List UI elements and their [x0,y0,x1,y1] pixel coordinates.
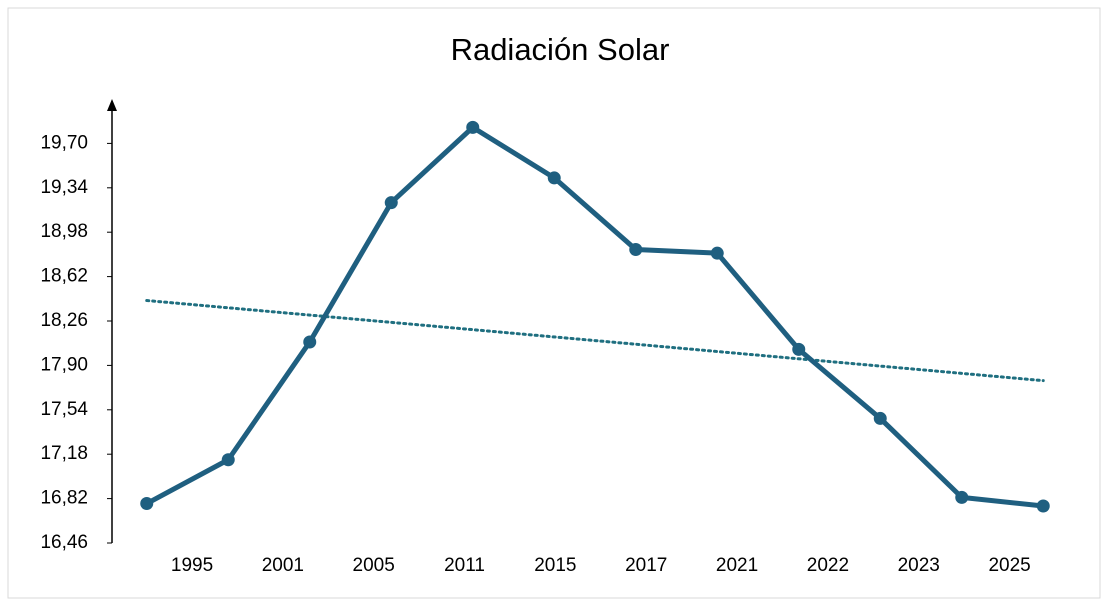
x-tick-label: 1995 [171,555,213,576]
chart-title: Radiación Solar [451,32,670,67]
point [221,453,235,467]
y-tick-label: 16,82 [40,488,88,509]
y-axis-arrow [107,99,117,111]
x-tick-label: 2022 [807,555,849,576]
trendline [145,299,1045,383]
point [140,497,154,511]
point [466,120,480,134]
y-tick-label: 16,46 [40,532,88,553]
point [873,411,887,425]
point [710,246,724,260]
y-tick-label: 19,34 [40,177,88,198]
y-tick-label: 17,90 [40,354,88,375]
line [145,124,1044,509]
y-tick-label: 17,54 [40,399,88,420]
point [384,196,398,210]
point [955,490,969,504]
x-tick-label: 2021 [716,555,758,576]
x-tick-label: 2015 [534,555,576,576]
y-tick-label: 19,70 [40,132,88,153]
x-tick-label: 2023 [898,555,940,576]
point [547,171,561,185]
y-tick-label: 18,26 [40,310,88,331]
y-tick-label: 18,62 [40,266,88,287]
point [1036,499,1050,513]
point [629,242,643,256]
y-tick-label: 18,98 [40,221,88,242]
point [303,335,317,349]
x-tick-label: 2005 [353,555,395,576]
point [792,342,806,356]
x-tick-label: 2025 [988,555,1030,576]
x-tick-label: 2001 [262,555,304,576]
x-tick-label: 2017 [625,555,667,576]
x-tick-label: 2011 [444,555,485,576]
y-tick-label: 17,18 [40,443,88,464]
